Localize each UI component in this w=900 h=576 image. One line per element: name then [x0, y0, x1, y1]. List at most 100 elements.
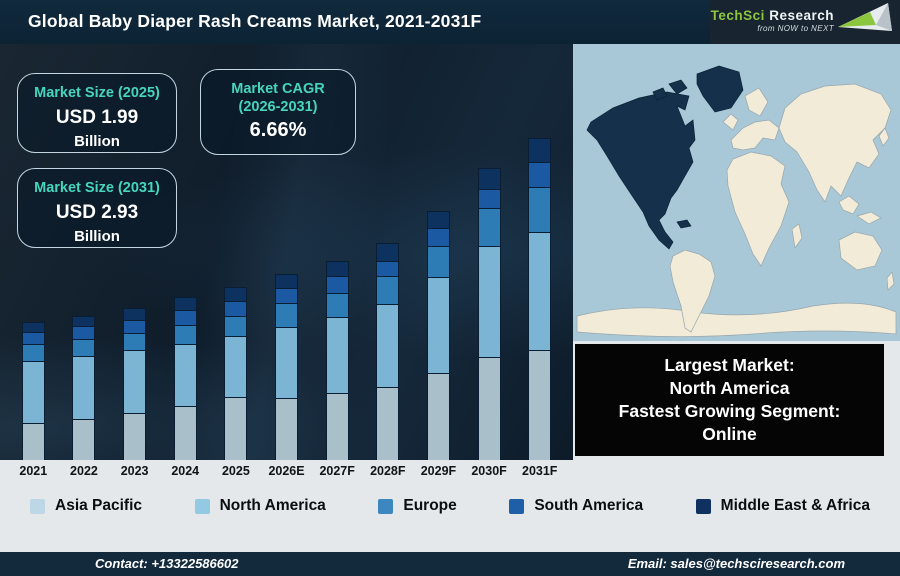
bar-segment-north-america — [376, 304, 400, 387]
legend-item-europe: Europe — [378, 497, 457, 515]
legend-item-south-america: South America — [509, 497, 643, 515]
bar-segment-europe — [426, 246, 450, 277]
bar-column-2029F — [413, 211, 464, 460]
bar-segment-south-america — [325, 276, 349, 293]
map-arctic-island — [652, 87, 668, 101]
bar-segment-middle-east-africa — [72, 316, 96, 326]
page-title: Global Baby Diaper Rash Creams Market, 2… — [28, 11, 482, 31]
x-axis-label: 2022 — [70, 464, 98, 478]
legend-item-asia-pacific: Asia Pacific — [30, 497, 142, 515]
bar-segment-middle-east-africa — [376, 243, 400, 261]
bar-segment-middle-east-africa — [173, 297, 197, 310]
bar-segment-south-america — [376, 261, 400, 276]
chart-panel: Market Size (2025) USD 1.99 Billion Mark… — [0, 44, 573, 460]
bar-segment-europe — [528, 187, 552, 232]
bar-segment-middle-east-africa — [123, 308, 147, 320]
map-caribbean — [676, 219, 692, 229]
bar-segment-north-america — [528, 232, 552, 350]
bar-segment-asia-pacific — [376, 387, 400, 460]
stat-label-line2: (2026-2031) — [238, 99, 318, 115]
info-box: Largest Market: North America Fastest Gr… — [575, 344, 884, 456]
x-axis-label: 2027F — [319, 464, 355, 478]
bar-column-2025 — [211, 287, 262, 460]
bar-segment-south-america — [477, 189, 501, 208]
stacked-bar — [376, 243, 400, 460]
contact-email: Email: sales@techsciresearch.com — [627, 556, 845, 571]
logo-brand-secondary: Research — [769, 8, 834, 23]
legend-swatch — [509, 498, 525, 514]
bar-segment-middle-east-africa — [426, 211, 450, 228]
stat-unit: Billion — [74, 228, 120, 245]
stat-value: USD 1.99 — [55, 107, 139, 128]
bar-segment-middle-east-africa — [224, 287, 248, 301]
map-greenland-highlight — [696, 65, 744, 113]
legend-label: Asia Pacific — [55, 497, 143, 514]
x-axis-label: 2028F — [370, 464, 406, 478]
stacked-bar — [528, 138, 552, 460]
map-south-america — [669, 249, 716, 333]
info-line-largest-market: Largest Market: — [664, 355, 795, 375]
bottom-band: 2021 2022 2023 2024 2025 2026E 2027F 2028F 2029F… — [0, 460, 900, 552]
map-asia — [778, 83, 892, 203]
bar-segment-middle-east-africa — [325, 261, 349, 276]
bar-segment-north-america — [275, 327, 299, 398]
logo-brand: TechSci Research — [711, 8, 834, 23]
legend-swatch — [194, 498, 210, 514]
bar-segment-europe — [72, 339, 96, 356]
map-japan — [878, 127, 890, 147]
stat-label: Market CAGR — [231, 81, 325, 97]
stacked-bar — [72, 316, 96, 460]
x-axis-label: 2025 — [221, 464, 250, 478]
bar-segment-europe — [123, 333, 147, 350]
bar-segment-south-america — [224, 301, 248, 316]
bars — [8, 44, 565, 460]
legend-label: South America — [534, 497, 644, 514]
logo-tagline: from NOW to NEXT — [757, 24, 834, 33]
map-north-america-highlight — [586, 91, 696, 250]
bar-segment-middle-east-africa — [275, 274, 299, 288]
bar-segment-north-america — [123, 350, 147, 413]
stat-box-market-size-2031: Market Size (2031) USD 2.93 Billion — [17, 168, 177, 248]
footer-bar: Contact: +13322586602 Email: sales@techs… — [0, 552, 900, 576]
legend-label: Middle East & Africa — [720, 497, 870, 514]
bar-segment-asia-pacific — [426, 373, 450, 460]
chart-legend: Asia Pacific North America Europe South Ame… — [0, 497, 900, 515]
x-axis-labels: 2021 2022 2023 2024 2025 2026E 2027F 2028F 2029F… — [8, 464, 565, 478]
bar-segment-asia-pacific — [325, 393, 349, 460]
bar-segment-south-america — [173, 310, 197, 325]
stat-box-market-cagr: Market CAGR (2026-2031) 6.66% — [200, 69, 356, 155]
bar-segment-europe — [477, 208, 501, 246]
map-uk — [722, 113, 739, 131]
bar-segment-europe — [325, 293, 349, 317]
stat-box-market-size-2025: Market Size (2025) USD 1.99 Billion — [17, 73, 177, 153]
legend-swatch — [30, 498, 45, 514]
x-axis-label: 2021 — [19, 464, 48, 478]
legend-swatch — [378, 498, 394, 514]
bar-segment-north-america — [477, 246, 501, 357]
bar-segment-asia-pacific — [173, 406, 197, 460]
bar-segment-north-america — [224, 336, 248, 397]
header-bar: Global Baby Diaper Rash Creams Market, 2… — [0, 0, 900, 44]
bar-segment-south-america — [123, 320, 147, 333]
x-axis-label: 2031F — [522, 464, 558, 478]
bar-segment-asia-pacific — [477, 357, 501, 460]
bar-segment-south-america — [72, 326, 96, 339]
bar-segment-south-america — [426, 228, 450, 246]
bar-column-2021 — [8, 322, 59, 460]
bar-segment-north-america — [173, 344, 197, 406]
stacked-bar — [224, 287, 248, 460]
map-europe — [730, 119, 780, 151]
x-axis-label: 2030F — [471, 464, 507, 478]
bar-column-2030F — [464, 168, 515, 460]
map-africa — [726, 151, 790, 267]
legend-item-middle-east-africa: Middle East & Africa — [695, 497, 870, 515]
bar-segment-europe — [21, 344, 45, 361]
techsci-logo: TechSci Research from NOW to NEXT — [710, 0, 900, 44]
bar-column-2027F — [312, 261, 363, 460]
stacked-bar — [21, 322, 45, 460]
bar-segment-north-america — [426, 277, 450, 373]
map-scandinavia — [744, 87, 769, 117]
bar-segment-europe — [376, 276, 400, 304]
bar-segment-middle-east-africa — [477, 168, 501, 189]
bar-segment-asia-pacific — [528, 350, 552, 460]
